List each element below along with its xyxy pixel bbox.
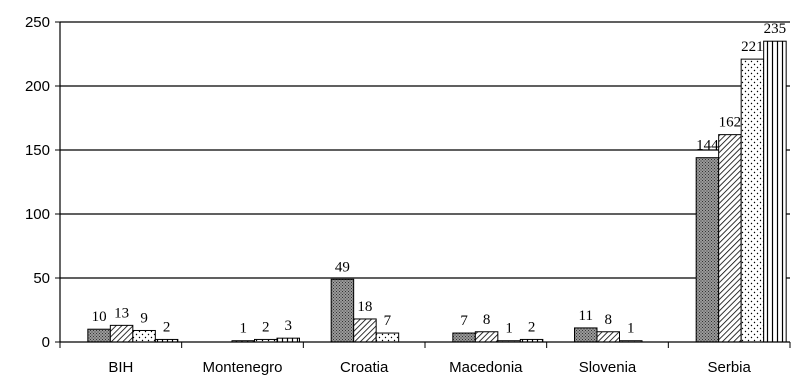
bar-macedonia-series-1 [452, 332, 476, 343]
bar-bih-series-2 [109, 324, 134, 343]
x-category-label: BIH [108, 359, 133, 376]
bar-croatia-series-3 [375, 332, 400, 343]
y-tick-label: 0 [42, 334, 50, 351]
bar-croatia-series-1 [330, 278, 355, 343]
bar-bih-series-1 [87, 328, 111, 343]
data-label: 3 [285, 318, 293, 334]
bar-serbia-series-2 [718, 134, 742, 343]
y-tick-label: 200 [25, 78, 50, 95]
data-label: 162 [719, 115, 742, 131]
data-label: 1 [505, 321, 513, 337]
x-category-label: Slovenia [579, 359, 637, 376]
y-axis: 0 50 100 150 200 250 [25, 14, 61, 351]
data-label: 7 [460, 313, 468, 329]
bar-slovenia-series-1 [574, 327, 598, 343]
data-label: 9 [140, 310, 148, 326]
data-label: 11 [579, 308, 593, 324]
x-category-label: Macedonia [449, 359, 523, 376]
data-label: 49 [335, 259, 350, 275]
y-tick-label: 150 [25, 142, 50, 159]
bar-croatia-series-2 [353, 318, 377, 343]
data-label: 2 [528, 319, 536, 335]
bar-macedonia-series-2 [474, 331, 499, 343]
bar-serbia-series-4 [763, 40, 787, 343]
bar-serbia-series-3 [740, 58, 765, 343]
gridlines [60, 21, 790, 279]
x-axis: BIH Montenegro Croatia Macedonia Slovenia Ser… [59, 341, 791, 376]
data-label: 18 [357, 299, 372, 315]
data-label: 2 [262, 319, 270, 335]
y-tick-label: 250 [25, 14, 50, 31]
data-label: 10 [92, 309, 107, 325]
data-label: 144 [696, 138, 719, 154]
bar-bih-series-3 [132, 329, 156, 343]
data-label: 13 [114, 305, 129, 321]
data-label: 7 [384, 313, 392, 329]
data-label: 2 [163, 319, 171, 335]
y-tick-label: 50 [33, 270, 50, 287]
data-label: 8 [483, 312, 491, 328]
data-label: 221 [741, 39, 764, 55]
x-category-label: Serbia [707, 359, 751, 376]
data-label: 235 [764, 21, 787, 37]
bars [87, 40, 787, 343]
y-tick-label: 100 [25, 206, 50, 223]
bar-serbia-series-1 [695, 157, 720, 343]
data-label: 1 [627, 321, 635, 337]
data-label: 8 [605, 312, 613, 328]
x-category-label: Croatia [340, 359, 389, 376]
data-label: 1 [240, 321, 248, 337]
bar-slovenia-series-2 [596, 331, 620, 343]
x-category-label: Montenegro [202, 359, 282, 376]
